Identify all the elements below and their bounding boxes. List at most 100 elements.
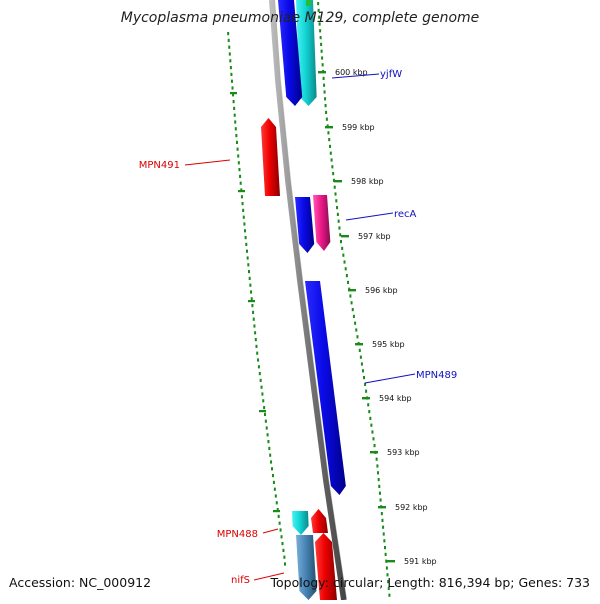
minor-tick bbox=[228, 52, 231, 56]
minor-tick bbox=[257, 358, 260, 362]
minor-tick bbox=[380, 512, 383, 516]
minor-tick bbox=[283, 555, 286, 559]
minor-tick bbox=[247, 263, 250, 267]
minor-tick bbox=[358, 348, 361, 352]
minor-tick bbox=[341, 246, 344, 250]
minor-tick bbox=[232, 100, 235, 104]
minor-tick bbox=[248, 276, 251, 280]
minor-tick bbox=[245, 249, 248, 253]
minor-tick bbox=[329, 151, 332, 155]
minor-tick bbox=[319, 29, 322, 33]
minor-tick bbox=[237, 154, 240, 158]
scale-tick-label: 598 kbp bbox=[351, 177, 384, 186]
gene-label[interactable]: MPN491 bbox=[139, 160, 180, 171]
minor-tick bbox=[377, 471, 380, 475]
major-tick bbox=[238, 190, 245, 193]
scale-tick-label: 600 kbp bbox=[335, 68, 368, 77]
minor-tick bbox=[325, 110, 328, 114]
minor-tick bbox=[239, 174, 242, 178]
minor-tick bbox=[351, 308, 354, 312]
gene-label[interactable]: nifS bbox=[231, 575, 250, 586]
minor-tick bbox=[347, 280, 350, 284]
gene-label[interactable]: yjfW bbox=[380, 69, 402, 80]
minor-tick bbox=[271, 467, 274, 471]
minor-tick bbox=[373, 444, 376, 448]
gene-label-leader bbox=[262, 528, 279, 534]
major-tick bbox=[341, 235, 349, 238]
minor-tick bbox=[254, 331, 257, 335]
minor-tick bbox=[330, 158, 333, 162]
minor-tick bbox=[386, 573, 389, 577]
minor-tick bbox=[240, 195, 243, 199]
gene-label[interactable]: MPN488 bbox=[217, 529, 258, 540]
minor-tick bbox=[345, 274, 348, 278]
gene-label-leader bbox=[364, 373, 416, 384]
minor-tick bbox=[234, 120, 237, 124]
minor-tick bbox=[252, 310, 255, 314]
gene-arrow-reverse bbox=[313, 195, 331, 251]
minor-tick bbox=[231, 86, 234, 90]
minor-tick bbox=[354, 321, 357, 325]
minor-tick bbox=[323, 90, 326, 94]
minor-tick bbox=[244, 229, 247, 233]
minor-tick bbox=[282, 548, 285, 552]
gene-arrow-reverse bbox=[311, 509, 328, 533]
gene-arrow-reverse bbox=[261, 118, 280, 196]
minor-tick bbox=[245, 242, 248, 246]
gene-label[interactable]: recA bbox=[394, 209, 417, 220]
minor-tick bbox=[364, 382, 367, 386]
minor-tick bbox=[370, 423, 373, 427]
minor-tick bbox=[261, 392, 264, 396]
gene-label[interactable]: MPN489 bbox=[416, 370, 457, 381]
labels-layer: yjfW MPN491 recA MPN489 MPN488 nifS bbox=[139, 69, 457, 586]
major-tick bbox=[318, 71, 326, 74]
minor-tick bbox=[243, 222, 246, 226]
minor-tick bbox=[270, 460, 273, 464]
minor-tick bbox=[242, 208, 245, 212]
minor-tick bbox=[244, 236, 247, 240]
minor-tick bbox=[275, 501, 278, 505]
minor-tick bbox=[279, 528, 282, 532]
minor-tick bbox=[273, 487, 276, 491]
gene-arrow-reverse bbox=[315, 533, 337, 600]
minor-tick bbox=[254, 338, 257, 342]
scale-tick-label: 595 kbp bbox=[372, 340, 405, 349]
minor-tick bbox=[232, 93, 235, 97]
minor-tick bbox=[336, 212, 339, 216]
scale-tick-label: 597 kbp bbox=[358, 232, 391, 241]
minor-tick bbox=[382, 525, 385, 529]
genome-backbone-inner bbox=[275, 0, 348, 601]
minor-tick bbox=[376, 464, 379, 468]
minor-tick bbox=[228, 45, 231, 49]
minor-tick bbox=[333, 185, 336, 189]
minor-tick bbox=[368, 410, 371, 414]
minor-tick bbox=[260, 385, 263, 389]
minor-tick bbox=[355, 328, 358, 332]
genes-layer bbox=[261, 0, 346, 600]
minor-tick bbox=[242, 215, 245, 219]
gene-arrow-forward bbox=[296, 0, 317, 106]
minor-tick bbox=[227, 32, 230, 36]
minor-tick bbox=[385, 559, 388, 563]
minor-tick bbox=[325, 117, 328, 121]
minor-tick bbox=[383, 539, 386, 543]
minor-tick bbox=[375, 457, 378, 461]
minor-tick bbox=[229, 66, 232, 70]
minor-tick bbox=[259, 378, 262, 382]
minor-tick bbox=[359, 355, 362, 359]
minor-tick bbox=[252, 317, 255, 321]
scale-tick-label: 596 kbp bbox=[365, 286, 398, 295]
genome-summary-text: Topology: circular; Length: 816,394 bp; … bbox=[270, 575, 591, 590]
gene-arrow-forward bbox=[296, 535, 317, 600]
minor-tick bbox=[317, 8, 320, 12]
minor-tick bbox=[388, 593, 391, 597]
minor-tick bbox=[323, 83, 326, 87]
minor-tick bbox=[336, 206, 339, 210]
minor-tick bbox=[335, 199, 338, 203]
gene-label-leader bbox=[345, 212, 394, 221]
minor-tick bbox=[360, 362, 363, 366]
major-tick bbox=[355, 343, 363, 346]
minor-tick bbox=[356, 335, 359, 339]
gene-arrow-forward bbox=[305, 281, 346, 495]
minor-tick bbox=[233, 106, 236, 110]
